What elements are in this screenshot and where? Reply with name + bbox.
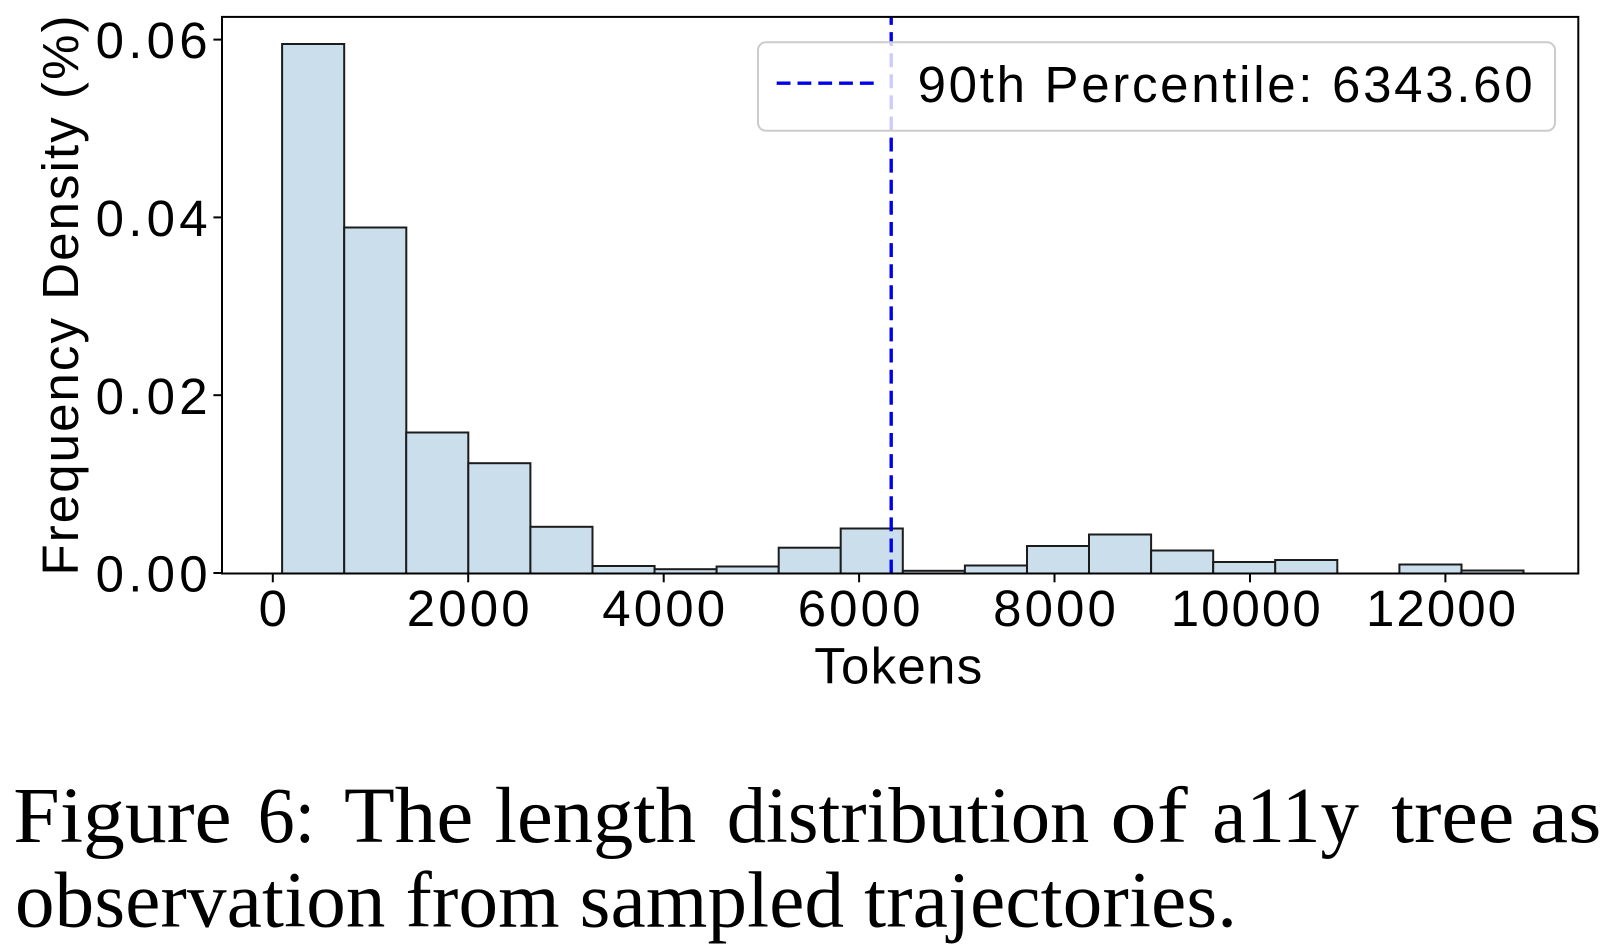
svg-text:tree: tree bbox=[1391, 773, 1514, 860]
svg-text:as: as bbox=[1530, 773, 1602, 860]
svg-text:observation from sampled traje: observation from sampled trajectories. bbox=[15, 858, 1237, 945]
svg-text:of: of bbox=[1110, 773, 1188, 860]
svg-text:Frequency Density (%): Frequency Density (%) bbox=[32, 16, 89, 576]
svg-text:The: The bbox=[344, 773, 473, 860]
svg-text:12000: 12000 bbox=[1366, 580, 1516, 637]
svg-text:90th Percentile: 6343.60: 90th Percentile: 6343.60 bbox=[918, 56, 1533, 113]
svg-text:distribution: distribution bbox=[727, 773, 1090, 860]
svg-text:0.06: 0.06 bbox=[96, 12, 208, 69]
svg-text:length: length bbox=[495, 773, 696, 860]
svg-text:0.00: 0.00 bbox=[96, 546, 208, 603]
svg-text:6:: 6: bbox=[258, 773, 316, 860]
svg-text:10000: 10000 bbox=[1171, 580, 1321, 637]
svg-text:Tokens: Tokens bbox=[814, 637, 982, 694]
svg-text:0.02: 0.02 bbox=[96, 368, 208, 425]
svg-text:a11y: a11y bbox=[1212, 773, 1359, 860]
svg-text:0: 0 bbox=[259, 580, 287, 637]
svg-text:0.04: 0.04 bbox=[96, 190, 208, 247]
svg-text:Figure: Figure bbox=[13, 773, 231, 860]
